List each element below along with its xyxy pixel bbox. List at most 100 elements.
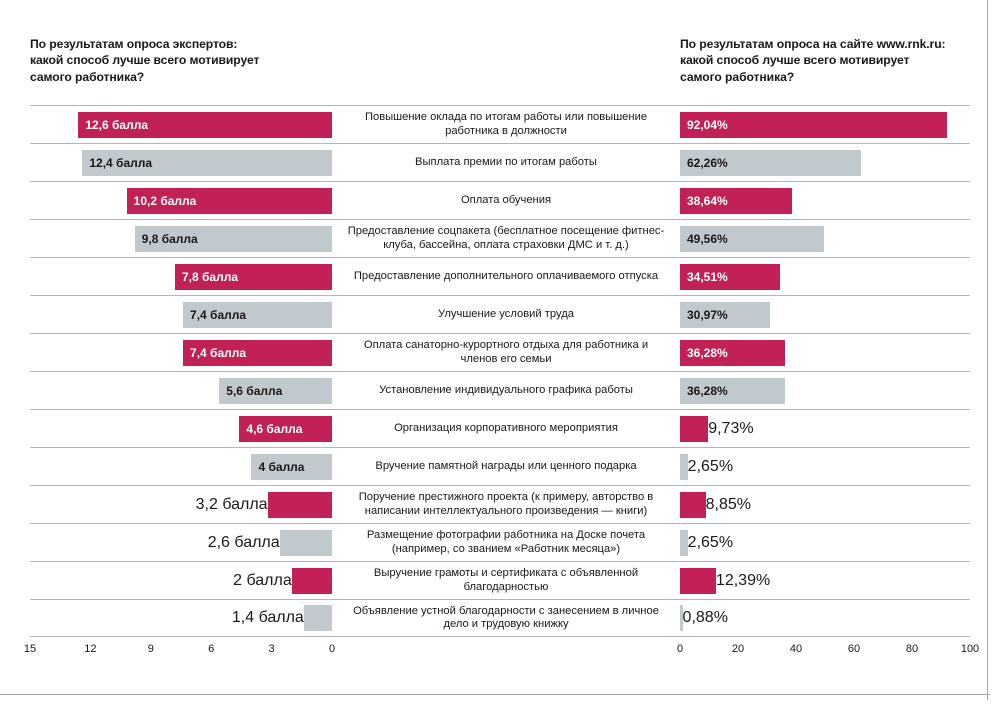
category-label-cell: Установление индивидуального графика раб… xyxy=(332,372,680,409)
category-label-cell: Объявление устной благодарности с занесе… xyxy=(332,600,680,636)
right-bar-value: 36,28% xyxy=(680,346,728,360)
chart-page: По результатам опроса экспертов:какой сп… xyxy=(0,0,1000,707)
right-chart-title: По результатам опроса на сайте www.rnk.r… xyxy=(680,36,970,85)
right-bar-cell: 0,88% xyxy=(680,600,970,636)
category-label: Предоставление соцпакета (бесплатное пос… xyxy=(344,225,668,252)
left-bar xyxy=(292,568,332,594)
right-bar: 92,04% xyxy=(680,112,947,138)
chart-row: 9,8 балла Предоставление соцпакета (беспл… xyxy=(30,219,970,257)
category-label-cell: Организация корпоративного мероприятия xyxy=(332,410,680,447)
left-axis-tick: 9 xyxy=(148,643,154,655)
left-bar-cell: 3,2 балла xyxy=(30,486,332,523)
left-axis-tick: 15 xyxy=(24,643,36,655)
left-bar-value: 12,4 балла xyxy=(82,156,152,170)
category-label-cell: Размещение фотографии работника на Доске… xyxy=(332,524,680,561)
chart-rows: 12,6 баллаПовышение оклада по итогам раб… xyxy=(30,105,970,637)
right-bar-cell: 12,39% xyxy=(680,562,970,599)
right-bar: 36,28% xyxy=(680,340,785,366)
left-bar-value: 10,2 балла xyxy=(127,194,197,208)
right-bar-value: 34,51% xyxy=(680,270,728,284)
left-axis-tick: 3 xyxy=(269,643,275,655)
axes-row: 15129630 020406080100 xyxy=(30,643,970,659)
left-bar: 5,6 балла xyxy=(219,378,332,404)
right-bar-cell: 9,73% xyxy=(680,410,970,447)
category-label: Выручение грамоты и сертификата с объявл… xyxy=(344,567,668,594)
left-bar-cell: 9,8 балла xyxy=(30,220,332,257)
chart-row: 7,4 балла Улучшение условий труда 30,97% xyxy=(30,295,970,333)
left-bar: 7,8 балла xyxy=(175,264,332,290)
left-bar: 10,2 балла xyxy=(127,188,332,214)
right-bar-cell: 2,65% xyxy=(680,524,970,561)
chart-row: 2 балла Выручение грамоты и сертификата с… xyxy=(30,561,970,599)
right-axis: 020406080100 xyxy=(680,643,970,659)
right-bar-cell: 62,26% xyxy=(680,144,970,181)
chart-row: 7,8 балла Предоставление дополнительного … xyxy=(30,257,970,295)
chart-row: 10,2 балла Оплата обучения38,64% xyxy=(30,181,970,219)
category-label: Поручение престижного проекта (к примеру… xyxy=(344,491,668,518)
category-label: Повышение оклада по итогам работы или по… xyxy=(344,111,668,138)
right-bar-value: 30,97% xyxy=(680,308,728,322)
right-bar-value: 2,65% xyxy=(688,458,733,476)
category-label-cell: Выплата премии по итогам работы xyxy=(332,144,680,181)
right-bar-cell: 34,51% xyxy=(680,258,970,295)
right-bar xyxy=(680,530,688,556)
right-bar: 36,28% xyxy=(680,378,785,404)
left-bar-value: 2 балла xyxy=(233,572,292,590)
left-bar-value: 9,8 балла xyxy=(135,232,198,246)
right-axis-tick: 100 xyxy=(961,643,979,655)
left-bar: 4,6 балла xyxy=(239,416,332,442)
category-label: Улучшение условий труда xyxy=(438,308,574,321)
category-label-cell: Поручение престижного проекта (к примеру… xyxy=(332,486,680,523)
category-label: Организация корпоративного мероприятия xyxy=(394,422,618,435)
category-label: Предоставление дополнительного оплачивае… xyxy=(354,270,658,283)
left-bar-cell: 7,4 балла xyxy=(30,334,332,371)
left-bar-cell: 2 балла xyxy=(30,562,332,599)
category-label-cell: Оплата санаторно-курортного отдыха для р… xyxy=(332,334,680,371)
right-bar-cell: 2,65% xyxy=(680,448,970,485)
left-bar: 7,4 балла xyxy=(183,340,332,366)
right-bar-value: 2,65% xyxy=(688,534,733,552)
chart-row: 3,2 балла Поручение престижного проекта (… xyxy=(30,485,970,523)
category-label-cell: Оплата обучения xyxy=(332,182,680,219)
right-bar-cell: 92,04% xyxy=(680,106,970,143)
left-bar-cell: 7,8 балла xyxy=(30,258,332,295)
right-bar xyxy=(680,454,688,480)
right-bar-value: 38,64% xyxy=(680,194,728,208)
chart-row: 4 баллаВручение памятной награды или цен… xyxy=(30,447,970,485)
left-bar-cell: 1,4 балла xyxy=(30,600,332,636)
left-axis: 15129630 xyxy=(30,643,332,659)
chart-row: 1,4 баллаОбъявление устной благодарности… xyxy=(30,599,970,637)
right-bar-cell: 49,56% xyxy=(680,220,970,257)
left-bar-cell: 7,4 балла xyxy=(30,296,332,333)
right-axis-tick: 60 xyxy=(848,643,860,655)
right-bar-value: 12,39% xyxy=(716,572,770,590)
right-bar-value: 8,85% xyxy=(706,496,751,514)
right-bar: 49,56% xyxy=(680,226,824,252)
right-bar xyxy=(680,416,708,442)
left-bar: 7,4 балла xyxy=(183,302,332,328)
left-bar-cell: 4 балла xyxy=(30,448,332,485)
left-bar-value: 4 балла xyxy=(251,460,304,474)
right-bar-value: 9,73% xyxy=(708,420,753,438)
left-bar-cell: 12,4 балла xyxy=(30,144,332,181)
right-bar-cell: 38,64% xyxy=(680,182,970,219)
right-bar: 38,64% xyxy=(680,188,792,214)
left-bar-value: 7,4 балла xyxy=(183,308,246,322)
right-bar: 34,51% xyxy=(680,264,780,290)
category-label: Установление индивидуального графика раб… xyxy=(379,384,633,397)
left-bar-value: 5,6 балла xyxy=(219,384,282,398)
left-bar xyxy=(268,492,332,518)
category-label-cell: Улучшение условий труда xyxy=(332,296,680,333)
left-bar xyxy=(280,530,332,556)
chart-row: 12,6 баллаПовышение оклада по итогам раб… xyxy=(30,105,970,143)
right-bar-value: 49,56% xyxy=(680,232,728,246)
category-label: Выплата премии по итогам работы xyxy=(415,156,597,169)
left-bar-cell: 10,2 балла xyxy=(30,182,332,219)
right-bar xyxy=(680,568,716,594)
right-bar-cell: 36,28% xyxy=(680,372,970,409)
left-bar-value: 3,2 балла xyxy=(196,496,268,514)
left-bar xyxy=(304,605,332,631)
left-bar: 9,8 балла xyxy=(135,226,332,252)
right-bar: 30,97% xyxy=(680,302,770,328)
chart-row: 7,4 баллаОплата санаторно-курортного отд… xyxy=(30,333,970,371)
